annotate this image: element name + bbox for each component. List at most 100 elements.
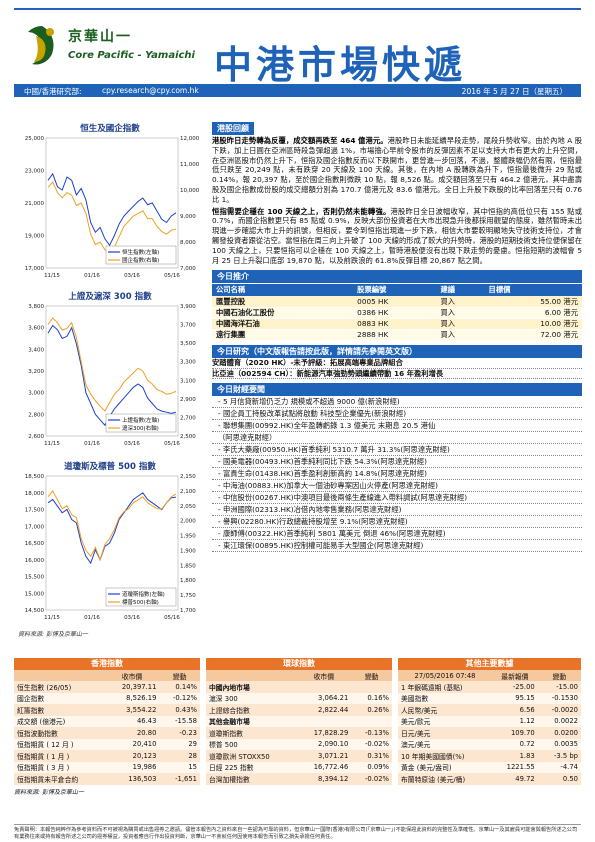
col-change: 變動 <box>351 670 392 681</box>
disclaimer: 免責聲明：本報告純粹作為參考資料而不可被視為購買或出售證券之邀請。儘管本報告內之… <box>14 824 581 841</box>
chart-title: 道瓊斯及標普 500 指數 <box>64 462 156 472</box>
picks-col-name: 公司名稱 <box>212 284 354 297</box>
y-right-tick: 3,900 <box>180 304 196 310</box>
row-change: -0.23 <box>159 727 200 739</box>
pick-row[interactable]: 匯豐控股 0005 HK 買入 55.00 港元 <box>212 296 582 308</box>
y-right-tick: 2,500 <box>180 434 196 440</box>
y-right-tick: 9,000 <box>180 214 196 220</box>
y-left-tick: 3,000 <box>28 391 44 397</box>
row-change: 29 <box>159 738 200 750</box>
picks-table: 公司名稱 股票編號 建議 目標價 匯豐控股 0005 HK 買入 55.00 港元 中國… <box>212 284 582 341</box>
news-list: - 5 月信貸新增仍乏力 規模或不超過 9000 億(新浪財經) - 國企員工持股… <box>212 396 582 553</box>
pick-target: 10.00 港元 <box>484 318 582 330</box>
news-item[interactable]: - 申洲國際(02313.HK)冶借內地零售業務(阿思達克財經) <box>212 504 582 517</box>
row-value: 46.43 <box>104 715 160 727</box>
pick-row[interactable]: 遠行集團 2888 HK 買入 72.00 港元 <box>212 329 582 341</box>
news-item[interactable]: - 國企員工持股改革試點將啟動 科技型企業優先(新浪財經) <box>212 408 582 421</box>
col-blank <box>206 670 297 681</box>
research-line-1[interactable]: 安踏體育（2020 HK）-未予評級：拓展高端專業品牌組合 <box>212 358 582 369</box>
news-item[interactable]: - 國美電器(00493.HK)首季純利同比下跌 54.3%(阿思達克財經) <box>212 456 582 469</box>
table-row: 中國內地市場 <box>206 681 392 693</box>
y-left-tick: 17,000 <box>25 266 45 272</box>
pick-row[interactable]: 中國石油化工股份 0386 HK 買入 6.00 港元 <box>212 307 582 319</box>
y-left-tick: 18,000 <box>25 491 45 497</box>
y-right-tick: 2,700 <box>180 415 196 421</box>
email-link[interactable]: cpy.research@cpy.com.hk <box>102 86 199 95</box>
chart-svg: 14,500 15,000 15,500 16,000 16,500 17,000 17,5… <box>25 474 196 621</box>
news-item[interactable]: - 中海油(00883.HK)加拿大一個油砂專案因山火停產(阿思達克財經) <box>212 480 582 493</box>
row-label: 美元/歐元 <box>398 715 493 727</box>
pick-target: 72.00 港元 <box>484 329 582 341</box>
x-tick: 05/16 <box>164 273 180 279</box>
row-label: 滬深 300 <box>206 692 297 704</box>
row-change: -0.02% <box>351 773 392 785</box>
row-change: -0.13% <box>351 727 392 739</box>
market-para-2: 恒指需要企穩在 100 天線之上，否則仍然未能轉強。港股昨日全日波幅收窄，其中恒… <box>212 207 582 266</box>
row-label: 人民幣/美元 <box>398 704 493 716</box>
row-change: 0.0200 <box>537 727 581 739</box>
y-right-tick: 1,850 <box>180 563 196 569</box>
row-label: 其他金融市場 <box>206 715 297 727</box>
row-change: 0.43% <box>159 704 200 716</box>
pick-name: 遠行集團 <box>212 329 354 341</box>
row-label: 國企指數 <box>14 692 105 704</box>
y-right-tick: 2,900 <box>180 397 196 403</box>
row-label: 日元/美元 <box>398 727 493 739</box>
other-data-table: 其他主要數據 27/05/2016 07:48 最新報價 變動 1 年銀碼遠期 … <box>398 658 581 785</box>
col-change: 變動 <box>537 670 581 681</box>
chart-shanghai: 上證及滬深 300 指數 2,600 2,800 3,000 3,200 3,400 3,… <box>14 290 206 450</box>
research-line-2[interactable]: 比亞迪（002594 CH）：新能源汽車強勁勢頭繼續帶動 16 年盈利增長 <box>212 369 582 380</box>
news-item[interactable]: - 中信股份(00267.HK)中澳項目最後兩條生產線進入帶料調試(阿思達克財經… <box>212 492 582 505</box>
y-right-tick: 2,100 <box>180 489 196 495</box>
header-rule <box>14 8 581 10</box>
news-item[interactable]: （阿思達克財經） <box>212 432 582 445</box>
pick-row[interactable]: 中國海洋石油 0883 HK 買入 10.00 港元 <box>212 318 582 330</box>
y-right-tick: 10,000 <box>180 188 200 194</box>
news-item[interactable]: - 富貴生命(01438.HK)首季盈利創新高約 14.8%(阿思達克財經) <box>212 468 582 481</box>
row-value: 16,772.46 <box>296 761 352 773</box>
row-change: 28 <box>159 750 200 762</box>
y-left-tick: 15,000 <box>25 591 45 597</box>
pick-rec: 買入 <box>436 329 485 341</box>
row-change: 0.26% <box>351 704 392 716</box>
table-row: 日經 225 指數 16,772.46 0.09% <box>206 761 392 773</box>
row-value: 20,397.11 <box>104 681 160 693</box>
pick-name: 匯豐控股 <box>212 296 354 308</box>
legend-box <box>105 245 177 265</box>
row-change: -0.1530 <box>537 692 581 704</box>
y-right-tick: 2,150 <box>180 474 196 480</box>
legend-box <box>105 413 177 433</box>
global-index-title: 環球指數 <box>206 658 392 670</box>
table-row: 恒指期貨 ( 3 月 ) 19,986 15 <box>14 761 200 773</box>
row-label: 布蘭特原油 (美元/桶) <box>398 773 493 785</box>
logo-cn-text: 京華山一 <box>68 29 132 45</box>
table-header-row: 27/05/2016 07:48 最新報價 變動 <box>398 670 581 681</box>
news-item[interactable]: - 東江環保(00895.HK)控制權可能易手大型國企(阿思達克財經) <box>212 540 582 553</box>
news-item[interactable]: - 康師傅(00322.HK)首季純利 5801 萬美元 倒退 46%(阿思達克… <box>212 528 582 541</box>
market-review-tag: 港股回顧 <box>212 122 254 135</box>
table-row: 日元/美元 109.70 0.0200 <box>398 727 581 739</box>
news-item[interactable]: - 聯想集團(00992.HK)全年盈轉虧錄 1.3 億美元 末期息 20.5 … <box>212 420 582 433</box>
y-right-tick: 1,950 <box>180 534 196 540</box>
x-tick: 01/16 <box>84 615 100 621</box>
news-item[interactable]: - 5 月信貸新增仍乏力 規模或不超過 9000 億(新浪財經) <box>212 396 582 409</box>
table-header-row: 收市價 變動 <box>206 670 392 681</box>
y-right-tick: 8,000 <box>180 240 196 246</box>
row-label: 恒生指數 (26/05) <box>14 681 105 693</box>
series-line <box>47 172 177 247</box>
table-row: 黃金 (美元/盎司) 1221.55 -4.74 <box>398 761 581 773</box>
market-para-1-body: 港股昨日未能延續早段走勢，尾段升勢收窄。由於內地 A 股下跌，加上日圓在亞洲區時… <box>212 136 582 204</box>
charts-source: 資料來源: 彭博及京華山一 <box>18 631 88 638</box>
row-label: 恒指期貨 ( 1 月 ) <box>14 750 105 762</box>
col-change: 變動 <box>159 670 200 681</box>
news-item[interactable]: - 譽興(02280.HK)行政總裁持股增至 9.1%(阿思達克財經) <box>212 516 582 529</box>
row-change: -0.12% <box>159 692 200 704</box>
row-value: 49.72 <box>492 773 538 785</box>
table-row: 人民幣/美元 6.56 -0.0020 <box>398 704 581 716</box>
legend-box <box>105 587 177 607</box>
col-close: 收市價 <box>296 670 352 681</box>
row-change: 0.0035 <box>537 738 581 750</box>
y-right-tick: 2,000 <box>180 519 196 525</box>
news-item[interactable]: - 李氏大藥廠(00950.HK)首季純利 5310.7 萬升 31.3%(阿思… <box>212 444 582 457</box>
y-left-tick: 16,500 <box>25 541 45 547</box>
